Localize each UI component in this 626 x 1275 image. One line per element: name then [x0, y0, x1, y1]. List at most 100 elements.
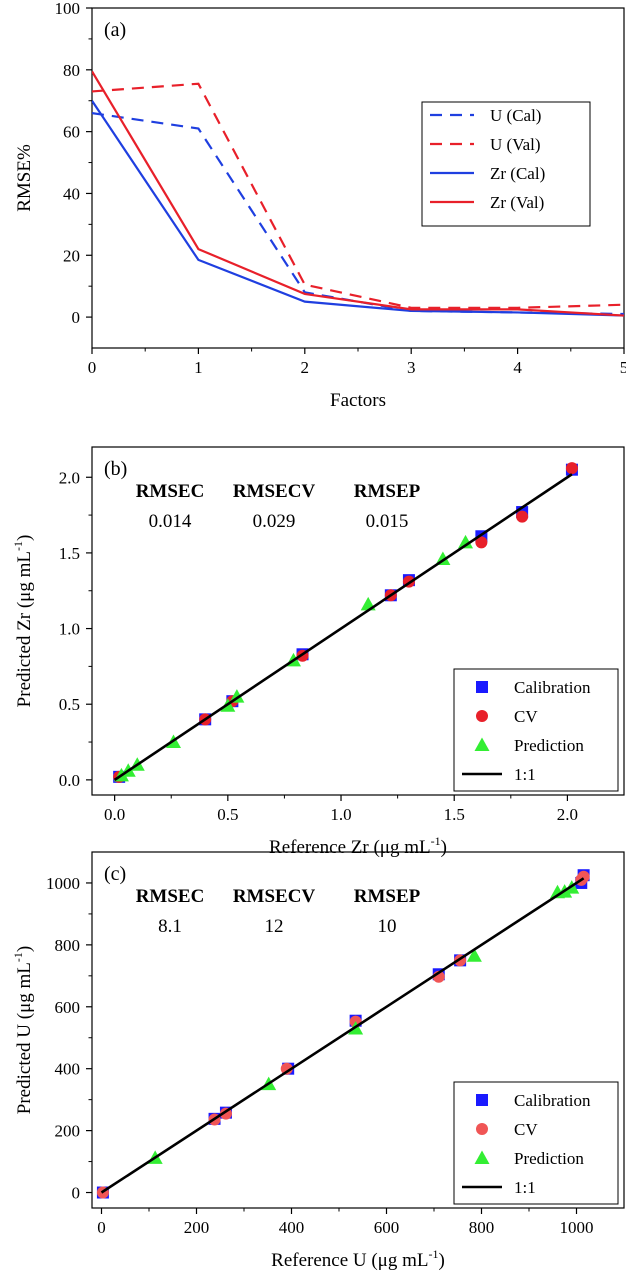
y-tick-label: 80: [63, 61, 80, 80]
point-cv: [280, 1062, 293, 1075]
legend-label: Zr (Val): [490, 193, 544, 212]
point-cv: [565, 462, 578, 475]
x-tick-label: 1000: [560, 1218, 594, 1237]
plot-frame: [91, 851, 625, 1209]
x-tick-label: 1: [194, 358, 203, 377]
stats-value: 0.029: [253, 511, 296, 532]
y-tick-label: 100: [55, 0, 81, 18]
x-tick-label: 0.0: [104, 805, 125, 824]
point-cv: [516, 510, 529, 523]
unit-superscript: -1: [11, 541, 25, 551]
y-axis-label: RMSE%: [14, 144, 35, 212]
legend-label: Prediction: [514, 1149, 584, 1168]
y-tick-label: 400: [55, 1060, 81, 1079]
panel-2: 0.0 0.5 1.0 1.5 2.0 0.0 0.5 1.0 1.5 2.0 Reference …: [11, 446, 625, 858]
legend-label: 1:1: [514, 765, 536, 784]
legend-label: Calibration: [514, 678, 591, 697]
x-tick-label: 2: [301, 358, 310, 377]
y-tick-label: 2.0: [59, 468, 80, 487]
stats-value: 8.1: [158, 916, 182, 937]
panel-1: 0 1 2 3 4 5 0 20 40 60 80 100 Factors RMSE% (a) U (Cal)…: [14, 0, 626, 411]
panel-label: (b): [104, 458, 127, 480]
x-tick-label: 4: [513, 358, 522, 377]
legend-label: U (Val): [490, 135, 541, 154]
identity-line: [100, 877, 585, 1194]
x-tick-label: 400: [279, 1218, 305, 1237]
x-tick-label: 200: [184, 1218, 210, 1237]
legend-swatch: [476, 1123, 488, 1135]
legend-label: 1:1: [514, 1178, 536, 1197]
x-axis-label: Factors: [330, 390, 386, 411]
stats-value: 0.014: [149, 511, 192, 532]
plot-area: [96, 869, 590, 1199]
x-axis-label: Reference U (μg mL-1): [271, 1247, 445, 1271]
x-tick-label: 1.0: [330, 805, 351, 824]
unit-superscript: -1: [429, 1247, 439, 1261]
legend-label: Prediction: [514, 736, 584, 755]
series-line-1: [92, 112, 624, 316]
legend: U (Cal) U (Val) Zr (Cal) Zr (Val): [421, 101, 591, 227]
stats-header: RMSEC: [136, 481, 205, 502]
y-tick-label: 800: [55, 936, 81, 955]
stats-table: RMSEC 8.1 RMSECV 12 RMSEP 10: [136, 886, 421, 937]
stats-header: RMSEC: [136, 886, 205, 907]
y-tick-label: 1.5: [59, 544, 80, 563]
panel-label: (a): [104, 19, 126, 41]
legend: Calibration CV Prediction 1:1: [453, 668, 619, 792]
y-tick-label: 0: [72, 1184, 81, 1203]
legend-swatch: [476, 710, 488, 722]
legend-label: CV: [514, 707, 538, 726]
x-tick-label: 800: [469, 1218, 495, 1237]
x-axis-label: Reference Zr (μg mL-1): [269, 834, 447, 858]
y-axis-label: Predicted U (μg mL-1): [11, 946, 35, 1114]
series-line-2: [92, 82, 624, 309]
y-axis-label: Predicted Zr (μg mL-1): [11, 535, 35, 708]
unit-superscript: -1: [431, 834, 441, 848]
legend: Calibration CV Prediction 1:1: [453, 1081, 619, 1205]
x-tick-label: 1.5: [444, 805, 465, 824]
y-tick-label: 0.5: [59, 695, 80, 714]
legend-box: [421, 101, 591, 227]
x-tick-label: 600: [374, 1218, 400, 1237]
panel-3: 0 200 400 600 800 1000 0 200 400 600 800 1000 Refere…: [11, 851, 625, 1271]
x-tick-label: 5: [620, 358, 626, 377]
y-tick-label: 20: [63, 246, 80, 265]
y-tick-label: 40: [63, 184, 80, 203]
stats-header: RMSECV: [233, 886, 316, 907]
series-line-4: [92, 70, 624, 317]
stats-value: 12: [265, 916, 284, 937]
stats-value: 0.015: [366, 511, 409, 532]
x-tick-label: 2.0: [557, 805, 578, 824]
plot-area: [113, 462, 578, 783]
x-tick-label: 3: [407, 358, 416, 377]
legend-label: U (Cal): [490, 106, 541, 125]
x-tick-label: 0: [88, 358, 97, 377]
panel-label: (c): [104, 863, 126, 885]
y-tick-label: 0.0: [59, 771, 80, 790]
stats-value: 10: [378, 916, 397, 937]
unit-close: ): [439, 1250, 445, 1271]
legend-label: Calibration: [514, 1091, 591, 1110]
unit-close: ): [14, 946, 35, 952]
point-cv: [475, 536, 488, 549]
plot-frame: [91, 446, 625, 796]
point-prediction: [458, 534, 474, 549]
stats-header: RMSECV: [233, 481, 316, 502]
legend-label: Zr (Cal): [490, 164, 545, 183]
y-tick-label: 600: [55, 998, 81, 1017]
stats-table: RMSEC 0.014 RMSECV 0.029 RMSEP 0.015: [136, 481, 421, 532]
stats-header: RMSEP: [354, 481, 421, 502]
unit-close: ): [14, 535, 35, 541]
y-tick-label: 0: [72, 308, 81, 327]
y-tick-label: 1000: [46, 874, 80, 893]
identity-line: [113, 473, 573, 781]
y-tick-label: 60: [63, 123, 80, 142]
point-prediction: [466, 948, 482, 962]
plot-area: [92, 70, 624, 317]
y-tick-label: 1.0: [59, 620, 80, 639]
legend-swatch: [474, 1150, 490, 1164]
y-tick-label: 200: [55, 1122, 81, 1141]
x-tick-label: 0: [97, 1218, 106, 1237]
legend-swatch: [476, 1094, 488, 1106]
